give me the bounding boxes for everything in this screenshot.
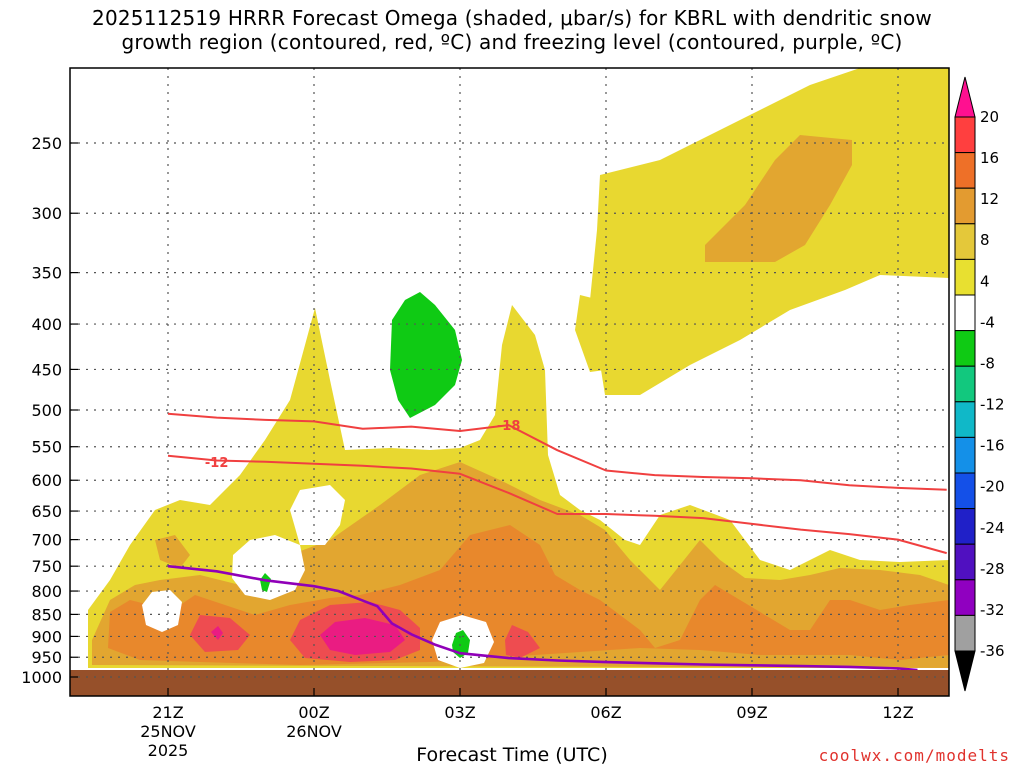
title-line-1: 2025112519 HRRR Forecast Omega (shaded, … (92, 6, 932, 30)
colorbar-label: -20 (980, 478, 1005, 496)
y-tick-label: 300 (31, 204, 62, 223)
colorbar-label: 4 (980, 272, 990, 290)
colorbar-label: 20 (980, 108, 999, 126)
y-tick-label: 650 (31, 502, 62, 521)
colorbar-swatch (954, 579, 976, 616)
omega-region-16-20-right (505, 625, 540, 658)
omega-region-8-12-small (155, 535, 190, 568)
omega-region-gt20-center (320, 618, 405, 655)
colorbar-top-arrow (954, 76, 976, 118)
colorbar-swatch (954, 187, 976, 225)
dgz-contour-minus12 (167, 454, 947, 555)
colorbar-swatch (954, 116, 976, 154)
colorbar-label: -4 (980, 313, 995, 331)
colorbar-label: -16 (980, 437, 1005, 455)
colorbar-swatch (954, 330, 976, 367)
y-tick-label: 450 (31, 360, 62, 379)
colorbar-swatch (954, 152, 976, 189)
colorbar-swatch (954, 436, 976, 474)
x-axis-label: Forecast Time (UTC) (416, 744, 608, 766)
title-line-2: growth region (contoured, red, ºC) and f… (121, 30, 903, 54)
colorbar-label: -36 (980, 642, 1005, 660)
colorbar: 20 16 12 8 4 -4 -8 -12 -16 -20 -24 -28 -32 -36 (954, 76, 1005, 692)
x-tick-label: 21Z (152, 703, 183, 722)
colorbar-swatch (954, 543, 976, 581)
colorbar-label: -32 (980, 601, 1005, 619)
y-tick-label: 600 (31, 471, 62, 490)
omega-region-neg4-neg8-small (260, 573, 271, 592)
contour-label: -18 (497, 419, 521, 434)
x-tick-label: 00Z (298, 703, 329, 722)
y-tick-label: 250 (31, 134, 62, 153)
colorbar-swatch (954, 614, 976, 652)
x-tick-label: 12Z (882, 703, 913, 722)
colorbar-label: 12 (980, 190, 999, 208)
chart-title: 2025112519 HRRR Forecast Omega (shaded, … (0, 6, 1024, 54)
colorbar-swatch (954, 294, 976, 332)
colorbar-label: -28 (980, 560, 1005, 578)
colorbar-label: 16 (980, 149, 999, 167)
ground-surface (70, 670, 949, 696)
x-tick-label: 09Z (736, 703, 767, 722)
omega-region-8-12-upper (705, 135, 852, 262)
colorbar-bottom-arrow (954, 650, 976, 692)
omega-shading (70, 68, 949, 668)
omega-region-gt20-left (211, 626, 223, 640)
colorbar-swatch (954, 401, 976, 438)
colorbar-label: -12 (980, 396, 1005, 414)
x-tick-date-label: 25NOV (140, 722, 196, 741)
y-tick-label: 1000 (21, 668, 62, 687)
y-tick-label: 700 (31, 531, 62, 550)
omega-region-weak-hole-2 (290, 485, 345, 545)
y-tick-label: 500 (31, 401, 62, 420)
colorbar-swatch (954, 258, 976, 296)
dgz-contour-minus18 (167, 412, 947, 491)
y-tick-label: 850 (31, 605, 62, 624)
y-tick-label: 900 (31, 627, 62, 646)
x-tick-label: 03Z (444, 703, 475, 722)
contour-label: -12 (205, 456, 229, 471)
colorbar-label: -24 (980, 519, 1005, 537)
colorbar-swatch (954, 472, 976, 510)
x-tick-date-label: 26NOV (286, 722, 342, 741)
colorbar-swatch (954, 508, 976, 545)
credit-link[interactable]: coolwx.com/modelts (818, 746, 1010, 765)
contour-lines: -12 -18 (167, 412, 947, 670)
colorbar-swatch (954, 223, 976, 260)
y-tick-label: 750 (31, 557, 62, 576)
colorbar-label: -8 (980, 354, 995, 372)
y-tick-label: 550 (31, 438, 62, 457)
plot-frame (69, 67, 950, 697)
y-tick-label: 350 (31, 264, 62, 283)
x-tick-date-label: 2025 (148, 741, 189, 760)
colorbar-swatch (954, 365, 976, 403)
y-axis: 250 300 350 400 450 500 550 600 650 700 750 800 850 9… (21, 134, 78, 687)
y-tick-label: 950 (31, 648, 62, 667)
omega-region-weak-hole-3 (142, 590, 182, 632)
omega-region-4-8-upper-left (575, 295, 605, 372)
freezing-level-line (167, 564, 918, 670)
x-tick-label: 06Z (590, 703, 621, 722)
y-tick-label: 400 (31, 315, 62, 334)
y-tick-label: 800 (31, 582, 62, 601)
omega-region-neg4-neg8-upper (390, 292, 462, 418)
colorbar-label: 8 (980, 231, 990, 249)
